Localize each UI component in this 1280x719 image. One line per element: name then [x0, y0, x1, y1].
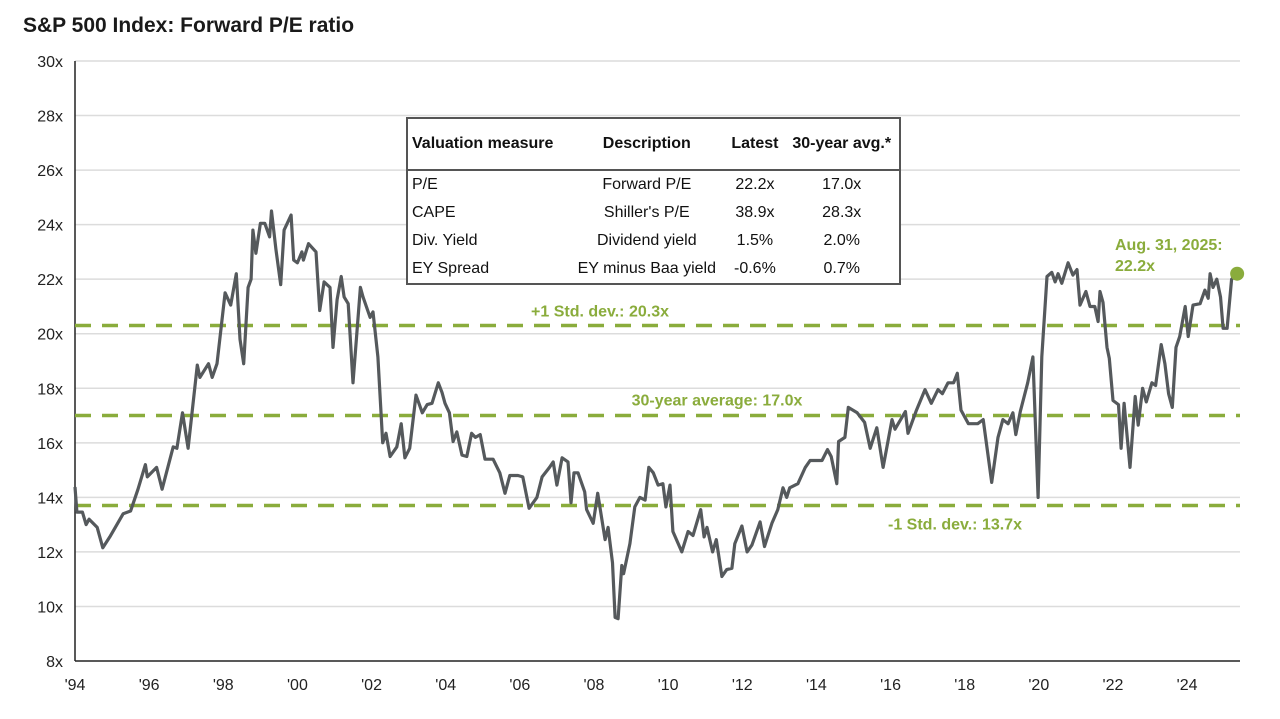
cell: 28.3x: [822, 204, 862, 221]
header-avg: 30-year avg.*: [784, 119, 899, 171]
cell: 1.5%: [736, 232, 774, 249]
endpoint-label-value: 22.2x: [1115, 258, 1155, 275]
y-tick-label: 16x: [37, 436, 63, 453]
x-tick-label: '04: [435, 677, 456, 694]
y-tick-label: 30x: [37, 54, 63, 71]
table-row: CAPE Shiller's P/E 38.9x 28.3x: [408, 199, 899, 227]
x-tick-label: '98: [213, 677, 234, 694]
y-tick-label: 10x: [37, 599, 63, 616]
y-tick-label: 28x: [37, 109, 63, 126]
cell: 2.0%: [823, 232, 860, 249]
table-row: Div. Yield Dividend yield 1.5% 2.0%: [408, 227, 899, 255]
y-tick-label: 24x: [37, 218, 63, 235]
endpoint-marker: [1230, 266, 1245, 281]
valuation-table: Valuation measure Description Latest 30-…: [406, 117, 901, 285]
cell: Dividend yield: [596, 232, 697, 249]
x-tick-label: '10: [658, 677, 679, 694]
header-description: Description: [568, 119, 726, 171]
cell: 22.2x: [735, 176, 775, 193]
table-row: P/E Forward P/E 22.2x 17.0x: [408, 170, 899, 199]
x-tick-label: '18: [954, 677, 975, 694]
header-measure: Valuation measure: [408, 119, 569, 171]
table-row: EY Spread EY minus Baa yield -0.6% 0.7%: [408, 255, 899, 283]
x-tick-label: '94: [65, 677, 86, 694]
reference-label: -1 Std. dev.: 13.7x: [888, 517, 1022, 534]
x-tick-label: '08: [584, 677, 605, 694]
x-tick-label: '16: [880, 677, 901, 694]
x-tick-label: '06: [509, 677, 530, 694]
header-latest: Latest: [725, 119, 785, 171]
cell: P/E: [412, 176, 438, 193]
x-tick-label: '02: [361, 677, 382, 694]
x-tick-label: '00: [287, 677, 308, 694]
y-tick-label: 20x: [37, 327, 63, 344]
cell: Forward P/E: [602, 176, 692, 193]
y-tick-label: 8x: [46, 654, 63, 671]
y-tick-label: 26x: [37, 163, 63, 180]
cell: 17.0x: [822, 176, 862, 193]
cell: CAPE: [412, 204, 456, 221]
x-tick-label: '24: [1177, 677, 1198, 694]
cell: Div. Yield: [412, 232, 478, 249]
x-tick-label: '22: [1103, 677, 1124, 694]
cell: 38.9x: [735, 204, 775, 221]
cell: EY minus Baa yield: [577, 260, 717, 277]
cell: Shiller's P/E: [603, 204, 690, 221]
y-tick-label: 22x: [37, 272, 63, 289]
x-tick-label: '96: [139, 677, 160, 694]
cell: 0.7%: [823, 260, 860, 277]
y-tick-label: 18x: [37, 381, 63, 398]
table-header-row: Valuation measure Description Latest 30-…: [408, 119, 899, 171]
x-tick-label: '12: [732, 677, 753, 694]
reference-label: +1 Std. dev.: 20.3x: [531, 304, 669, 321]
series-line: [73, 209, 1239, 621]
y-tick-label: 12x: [37, 545, 63, 562]
reference-label: 30-year average: 17.0x: [632, 393, 803, 410]
cell: -0.6%: [734, 260, 776, 277]
x-tick-label: '14: [806, 677, 827, 694]
chart-title: S&P 500 Index: Forward P/E ratio: [23, 14, 355, 37]
x-tick-label: '20: [1028, 677, 1049, 694]
cell: EY Spread: [412, 260, 490, 277]
endpoint-label-date: Aug. 31, 2025:: [1115, 237, 1223, 254]
y-tick-label: 14x: [37, 490, 63, 507]
